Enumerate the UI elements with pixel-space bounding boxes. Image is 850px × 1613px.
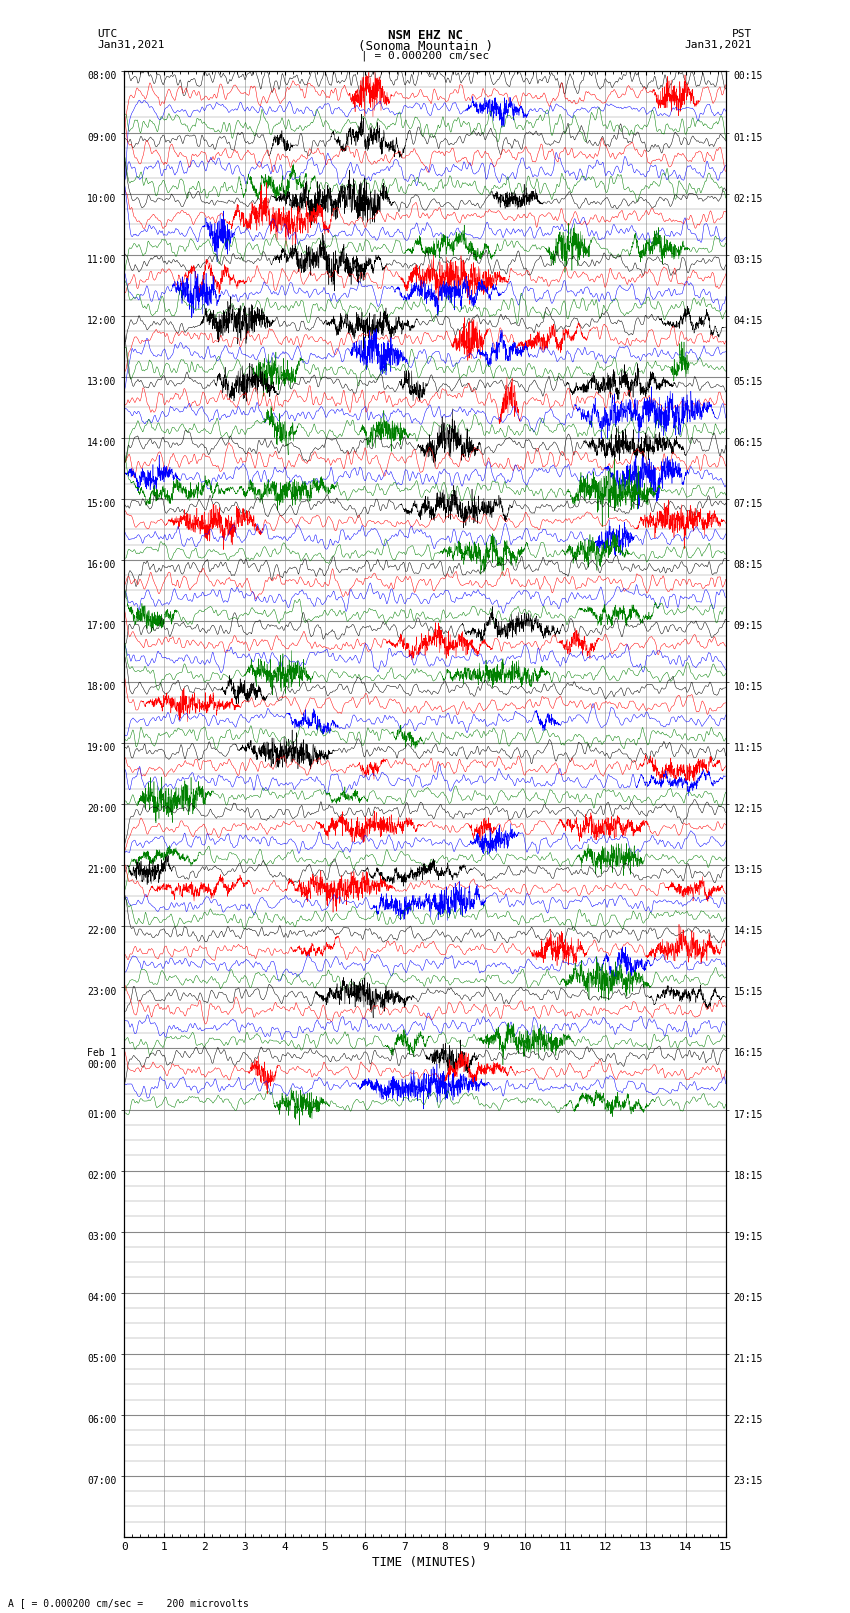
Text: A [ = 0.000200 cm/sec =    200 microvolts: A [ = 0.000200 cm/sec = 200 microvolts [8, 1598, 249, 1608]
Text: | = 0.000200 cm/sec: | = 0.000200 cm/sec [361, 50, 489, 61]
Text: UTC: UTC [98, 29, 118, 39]
Text: Jan31,2021: Jan31,2021 [685, 40, 752, 50]
Text: (Sonoma Mountain ): (Sonoma Mountain ) [358, 40, 492, 53]
Text: Jan31,2021: Jan31,2021 [98, 40, 165, 50]
Text: NSM EHZ NC: NSM EHZ NC [388, 29, 462, 42]
X-axis label: TIME (MINUTES): TIME (MINUTES) [372, 1557, 478, 1569]
Text: PST: PST [732, 29, 752, 39]
